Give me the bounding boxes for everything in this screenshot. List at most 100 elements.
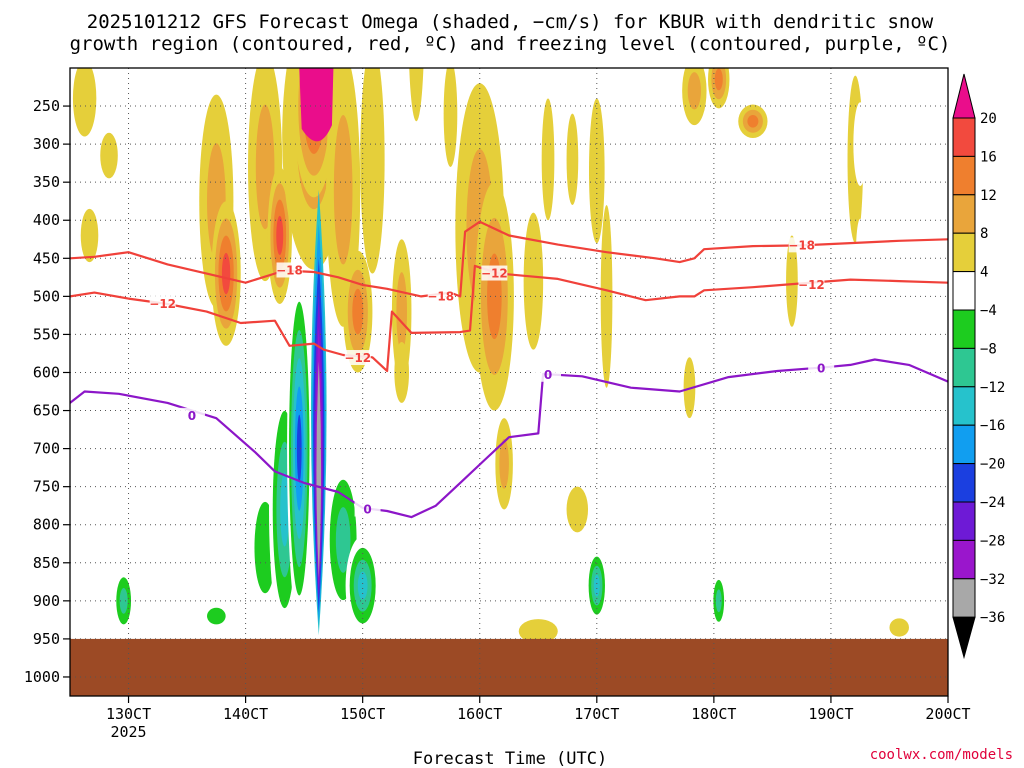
colorbar-segment-3 bbox=[952, 194, 976, 234]
freezing-level-label-bg-3 bbox=[808, 360, 835, 376]
y-tick-label-350: 350 bbox=[33, 173, 60, 191]
ascent-blob-24-level-1 bbox=[687, 72, 702, 110]
dgz-lower-label-3: −12 bbox=[798, 278, 825, 292]
descent-blob-15-level-0 bbox=[730, 562, 746, 609]
ascent-blob-0-level-0 bbox=[72, 68, 97, 137]
descent-blob-7-level-3 bbox=[357, 571, 368, 600]
colorbar-label-0: 20 bbox=[980, 111, 997, 127]
y-tick-label-750: 750 bbox=[33, 478, 60, 496]
colorbar-label-2: 12 bbox=[980, 188, 997, 204]
colorbar-label-4: 4 bbox=[980, 265, 988, 281]
ascent-blob-22-level-0 bbox=[588, 98, 605, 244]
ascent-blob-15-level-0 bbox=[443, 68, 458, 167]
ascent-blob-12-level-1 bbox=[396, 272, 408, 352]
colorbar-segment-8 bbox=[952, 386, 976, 426]
dgz-lower-label-2: −12 bbox=[481, 267, 508, 281]
colorbar-label-1: 16 bbox=[980, 149, 997, 165]
y-tick-label-950: 950 bbox=[33, 630, 60, 648]
y-tick-label-400: 400 bbox=[33, 211, 60, 229]
ascent-blob-11-level-2 bbox=[352, 288, 364, 335]
ground-below-surface bbox=[70, 638, 948, 696]
colorbar-segment-7 bbox=[952, 347, 976, 388]
colorbar-segment-4 bbox=[952, 232, 976, 273]
descent-blob-2-level-1 bbox=[207, 607, 226, 625]
ascent-blob-20-level-0 bbox=[541, 98, 555, 221]
ascent-blob-25-level-2 bbox=[714, 68, 723, 91]
x-tick-label-4: 170CT bbox=[574, 705, 619, 723]
chart-title-line-1: 2025101212 GFS Forecast Omega (shaded, −… bbox=[87, 11, 934, 33]
y-tick-label-800: 800 bbox=[33, 516, 60, 534]
ascent-blob-30-level-0 bbox=[786, 235, 798, 327]
freezing-level-label-bg-0 bbox=[178, 407, 205, 423]
freezing-level-label-bg-2 bbox=[535, 366, 562, 382]
dgz-lower-label-bg-0 bbox=[149, 295, 176, 311]
x-tick-label-7: 200CT bbox=[925, 705, 970, 723]
colorbar-segment-12 bbox=[952, 539, 976, 580]
dgz-lower-label-bg-2 bbox=[481, 265, 508, 281]
colorbar-label-13: −36 bbox=[980, 610, 1005, 626]
ascent-blob-2-level-0 bbox=[100, 132, 118, 179]
descent-blob-5-level-5 bbox=[296, 414, 302, 483]
y-tick-label-850: 850 bbox=[33, 554, 60, 572]
colorbar-segment-6 bbox=[952, 309, 976, 349]
y-tick-label-900: 900 bbox=[33, 592, 60, 610]
colorbar-segment-5 bbox=[952, 271, 976, 311]
colorbar-segment-2 bbox=[952, 155, 976, 196]
y-tick-label-700: 700 bbox=[33, 440, 60, 458]
ascent-blob-13-level-0 bbox=[394, 342, 410, 403]
colorbar-segment-10 bbox=[952, 463, 976, 503]
colorbar-label-5: −4 bbox=[980, 303, 997, 319]
freezing-level-label-0: 0 bbox=[188, 409, 196, 423]
dgz-lower-label-0: −12 bbox=[149, 297, 176, 311]
descent-blob-10-level-2 bbox=[715, 589, 722, 613]
descent-blob-9-level-3 bbox=[593, 574, 600, 597]
freezing-level-label-3: 0 bbox=[817, 362, 825, 376]
colorbar-segment-0 bbox=[952, 73, 976, 119]
ascent-blob-19-level-1 bbox=[499, 438, 509, 489]
ascent-blob-32-level-0 bbox=[518, 619, 558, 644]
y-tick-label-550: 550 bbox=[33, 325, 60, 343]
chart-title-line-2: growth region (contoured, red, ºC) and f… bbox=[70, 33, 951, 55]
colorbar-label-8: −16 bbox=[980, 418, 1005, 434]
colorbar-label-9: −20 bbox=[980, 457, 1005, 473]
ascent-blob-33-level-0 bbox=[889, 618, 909, 637]
dgz-upper-label-bg-1 bbox=[427, 288, 454, 304]
colorbar-label-11: −28 bbox=[980, 533, 1005, 549]
y-tick-label-1000: 1000 bbox=[24, 668, 60, 686]
dgz-upper-label-bg-2 bbox=[788, 237, 815, 253]
dgz-lower-label-bg-3 bbox=[798, 276, 825, 292]
descent-blob-4-level-3 bbox=[280, 472, 290, 547]
y-axis: 250 300 350 400 450 500 550 600 650 700 750 800 850 9… bbox=[24, 97, 70, 686]
colorbar-segment-13 bbox=[952, 578, 976, 618]
colorbar-label-7: −12 bbox=[980, 380, 1005, 396]
plot-area: 0 0 0 0 −18 −18 −18 −12 −12 −12 −12 bbox=[69, 67, 949, 697]
x-tick-label-2: 150CT bbox=[340, 705, 385, 723]
dgz-lower-label-1: −12 bbox=[344, 351, 371, 365]
y-tick-label-450: 450 bbox=[33, 249, 60, 267]
x-tick-label-6: 190CT bbox=[808, 705, 853, 723]
colorbar-label-12: −32 bbox=[980, 572, 1005, 588]
x-axis-title: Forecast Time (UTC) bbox=[413, 749, 607, 768]
colorbar: 20 16 12 8 4 −4 −8 −12 −16 −20 −24 −28 −32 −36 bbox=[952, 73, 1005, 660]
strong-ascent-core bbox=[299, 68, 334, 142]
credit-link[interactable]: coolwx.com/models bbox=[870, 747, 1013, 763]
x-tick-label-0: 130CT bbox=[106, 705, 151, 723]
colorbar-segment-14 bbox=[952, 616, 976, 660]
ascent-blob-18-level-0 bbox=[523, 212, 544, 350]
y-tick-label-500: 500 bbox=[33, 287, 60, 305]
ascent-blob-1-level-0 bbox=[80, 208, 99, 263]
descent-blob-13-level-0 bbox=[821, 601, 831, 623]
x-axis: 130CT 140CT 150CT 160CT 170CT 180CT 190CT 200CT… bbox=[106, 696, 971, 741]
ascent-blob-6-level-3 bbox=[276, 215, 284, 256]
ascent-blob-14-level-0 bbox=[409, 68, 424, 122]
colorbar-label-6: −8 bbox=[980, 341, 997, 357]
dgz-upper-label-bg-0 bbox=[276, 262, 303, 278]
colorbar-segment-9 bbox=[952, 424, 976, 465]
freezing-level-contour bbox=[70, 358, 948, 519]
ascent-blob-26-level-2 bbox=[747, 115, 759, 128]
dgz-lower-label-bg-1 bbox=[344, 350, 371, 366]
colorbar-label-10: −24 bbox=[980, 495, 1005, 511]
descent-blob-16-level-0 bbox=[855, 218, 865, 295]
dgz-upper-contour bbox=[70, 220, 948, 298]
